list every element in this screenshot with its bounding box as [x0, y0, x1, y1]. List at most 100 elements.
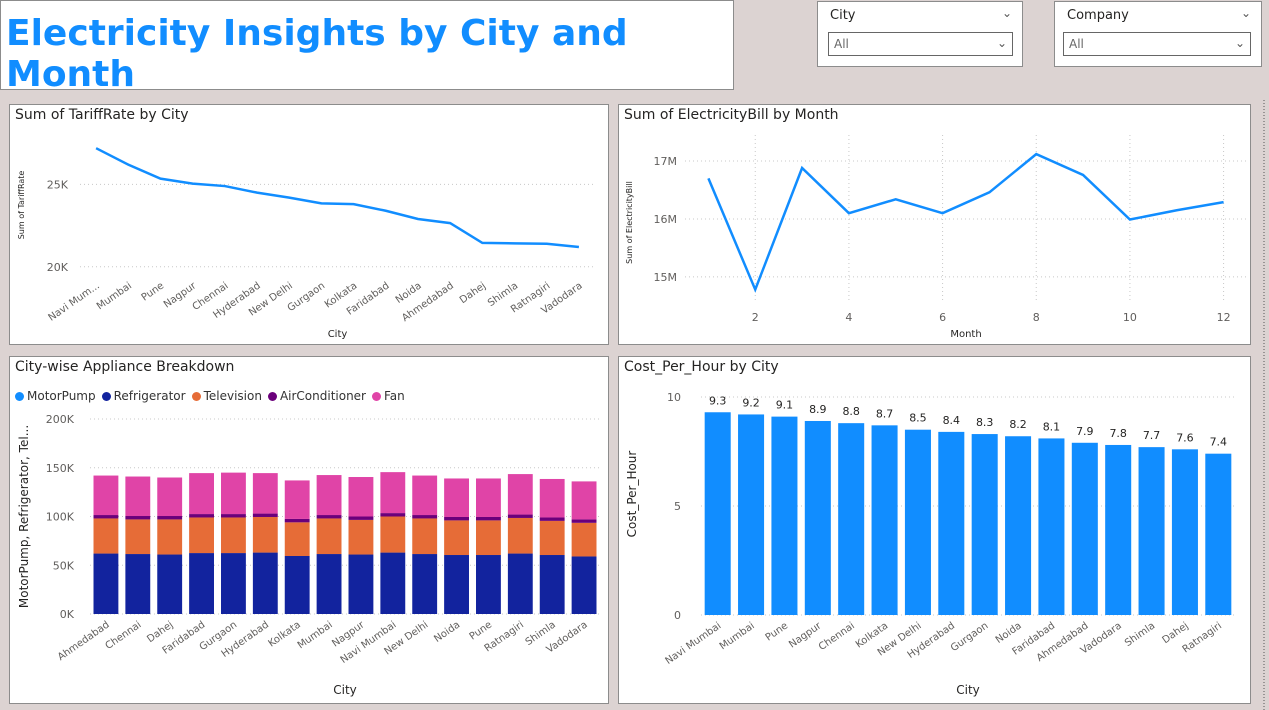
legend-dot-icon: [267, 391, 277, 401]
x-tick-label: Noida: [432, 619, 462, 645]
bar-segment-television: [348, 519, 374, 555]
bill-series-line: [707, 152, 1224, 293]
data-label: 8.9: [809, 403, 827, 416]
data-label: 7.4: [1210, 436, 1228, 449]
x-tick-label: 2: [752, 311, 759, 324]
bar-segment-airconditioner: [444, 516, 469, 521]
x-tick-label: Navi Mum...: [47, 280, 102, 323]
y-tick-label: 150K: [46, 462, 75, 475]
legend-item[interactable]: AirConditioner: [267, 389, 366, 403]
bar-segment-television: [93, 518, 119, 554]
y-tick-label: 200K: [46, 413, 75, 426]
legend-label: Television: [203, 389, 262, 403]
cost-bar: [704, 412, 731, 615]
bar-segment-fan: [571, 481, 597, 520]
bar-segment-refrigerator: [93, 553, 119, 614]
bar-segment-refrigerator: [380, 552, 406, 614]
bar-segment-television: [316, 518, 342, 555]
bar-segment-fan: [284, 480, 310, 519]
scrollbar[interactable]: [1262, 100, 1266, 710]
cost-bar: [1071, 442, 1098, 615]
cost-bar: [838, 423, 865, 615]
x-tick-label: Ahmedabad: [56, 619, 112, 663]
company-slicer[interactable]: Company ⌄ All ⌄: [1054, 1, 1262, 67]
bar-segment-fan: [444, 478, 469, 517]
bar-segment-airconditioner: [539, 517, 565, 521]
x-tick-label: Gurgaon: [949, 620, 991, 654]
tariff-series-line: [95, 147, 580, 249]
bar-segment-television: [125, 519, 151, 555]
x-tick-label: Pune: [764, 620, 791, 643]
dropdown-value: All: [834, 37, 849, 51]
tariff-chart-panel[interactable]: Sum of TariffRate by City 20K 25K Navi Mum…: [9, 104, 609, 345]
legend-item[interactable]: Television: [191, 389, 262, 403]
bar-segment-airconditioner: [125, 516, 151, 520]
bar-segment-airconditioner: [316, 515, 342, 519]
bar-segment-airconditioner: [284, 518, 310, 523]
bar-segment-airconditioner: [221, 514, 246, 518]
bar-segment-television: [476, 520, 501, 556]
bar-segment-television: [157, 519, 183, 555]
bar-segment-fan: [316, 475, 342, 516]
bar-segment-fan: [476, 478, 501, 517]
legend-item[interactable]: Fan: [372, 389, 405, 403]
legend-item[interactable]: Refrigerator: [101, 389, 186, 403]
y-axis-label: Sum of ElectricityBill: [625, 181, 634, 264]
data-label: 9.2: [742, 396, 760, 409]
cost-bar: [771, 416, 798, 615]
y-axis-label: MotorPump, Refrigerator, Tel...: [17, 425, 31, 608]
bar-segment-fan: [157, 477, 183, 517]
x-tick-label: 10: [1123, 311, 1137, 324]
bar-segment-fan: [539, 478, 565, 518]
bar-segment-refrigerator: [189, 553, 214, 614]
bar-segment-fan: [507, 474, 533, 515]
data-label: 8.7: [876, 407, 894, 420]
y-axis-label: Sum of TariffRate: [17, 171, 26, 240]
bar-segment-refrigerator: [157, 554, 183, 614]
chevron-down-icon[interactable]: ⌄: [996, 36, 1007, 50]
bar-segment-television: [380, 516, 406, 553]
x-tick-label: 4: [845, 311, 852, 324]
data-label: 8.3: [976, 416, 994, 429]
y-tick-label: 0: [674, 609, 681, 622]
cost-bar: [804, 420, 831, 615]
bar-segment-fan: [380, 472, 406, 514]
bar-segment-television: [189, 517, 214, 554]
y-tick-label: 17M: [654, 155, 678, 168]
cost-bar: [971, 434, 998, 615]
bar-segment-television: [252, 516, 278, 553]
bar-segment-television: [507, 517, 533, 554]
legend-item[interactable]: MotorPump: [15, 389, 96, 403]
x-tick-label: Mumbai: [95, 280, 134, 312]
bar-segment-refrigerator: [316, 554, 342, 614]
data-label: 8.2: [1009, 418, 1027, 431]
legend-dot-icon: [191, 391, 201, 401]
legend-dot-icon: [372, 391, 381, 401]
chevron-down-icon[interactable]: ⌄: [1234, 36, 1245, 50]
bar-segment-refrigerator: [571, 556, 597, 614]
cost-bar: [1138, 447, 1165, 615]
bill-chart-panel[interactable]: Sum of ElectricityBill by Month 15M 16M 17…: [618, 104, 1251, 345]
bar-segment-refrigerator: [412, 554, 438, 614]
city-dropdown[interactable]: All ⌄: [828, 32, 1013, 56]
company-dropdown[interactable]: All ⌄: [1063, 32, 1251, 56]
chevron-down-icon[interactable]: ⌄: [1240, 6, 1251, 20]
title-card: Electricity Insights by City and Month: [0, 0, 734, 95]
city-slicer[interactable]: City ⌄ All ⌄: [817, 1, 1023, 67]
data-label: 7.7: [1143, 429, 1161, 442]
cost-chart-panel[interactable]: Cost_Per_Hour by City 0 5 10 9.3 Navi Mumbai…: [618, 356, 1251, 704]
y-tick-label: 16M: [654, 213, 678, 226]
y-tick-label: 0K: [60, 608, 75, 621]
chevron-down-icon[interactable]: ⌄: [1001, 6, 1012, 20]
bar-segment-refrigerator: [284, 555, 310, 614]
y-tick-label: 25K: [47, 178, 69, 191]
x-tick-label: Chennai: [104, 619, 144, 652]
y-tick-label: 10: [667, 391, 681, 404]
appliance-chart-panel[interactable]: City-wise Appliance Breakdown MotorPump R…: [9, 356, 609, 704]
bar-segment-airconditioner: [476, 516, 501, 521]
bar-segment-fan: [189, 473, 214, 515]
bar-segment-airconditioner: [571, 519, 597, 523]
bar-segment-refrigerator: [348, 554, 374, 614]
cost-bar: [1038, 438, 1065, 615]
bar-segment-airconditioner: [252, 513, 278, 517]
